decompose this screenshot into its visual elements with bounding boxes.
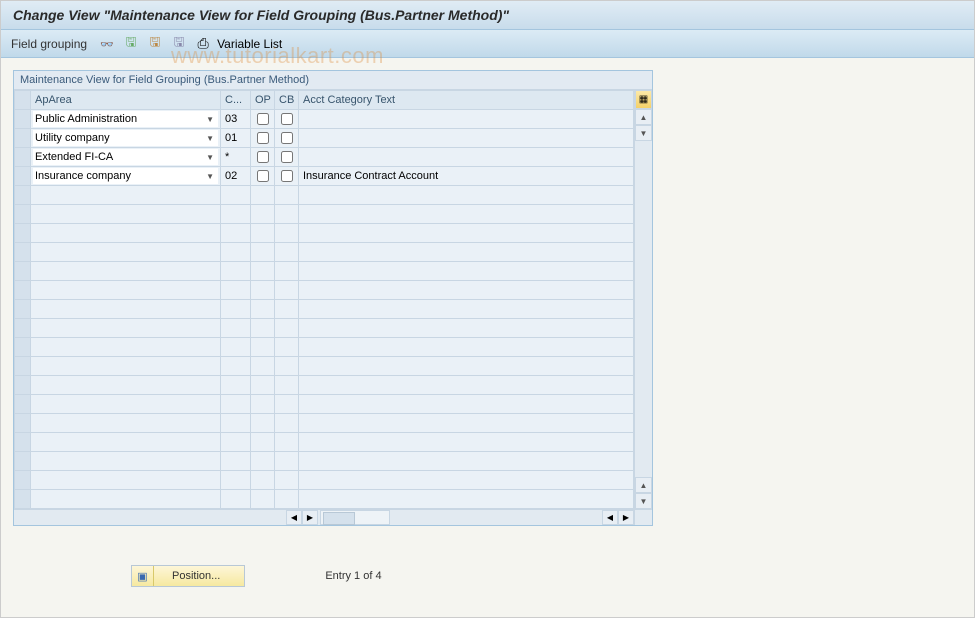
table-row-empty bbox=[15, 338, 634, 357]
table-row-empty bbox=[15, 490, 634, 509]
c-value[interactable]: 02 bbox=[221, 167, 251, 186]
chevron-down-icon[interactable]: ▼ bbox=[204, 115, 216, 124]
cb-checkbox[interactable] bbox=[281, 132, 293, 144]
table-row[interactable]: Insurance company ▼ 02 Insurance Contract A… bbox=[15, 167, 634, 186]
scroll-down-icon[interactable]: ▼ bbox=[635, 125, 652, 141]
save-variant-icon[interactable] bbox=[145, 34, 165, 54]
aparea-dropdown[interactable]: Insurance company ▼ bbox=[33, 168, 218, 184]
print-icon[interactable] bbox=[193, 34, 213, 54]
cb-checkbox[interactable] bbox=[281, 113, 293, 125]
table-row-empty bbox=[15, 319, 634, 338]
table-row-empty bbox=[15, 357, 634, 376]
table-row-empty bbox=[15, 243, 634, 262]
c-value[interactable]: 03 bbox=[221, 110, 251, 129]
display-toggle-icon[interactable] bbox=[97, 34, 117, 54]
table-row[interactable]: Utility company ▼ 01 bbox=[15, 129, 634, 148]
table-row-empty bbox=[15, 376, 634, 395]
op-checkbox[interactable] bbox=[257, 132, 269, 144]
panel-title: Maintenance View for Field Grouping (Bus… bbox=[14, 71, 652, 90]
acct-text[interactable] bbox=[299, 148, 634, 167]
row-selector[interactable] bbox=[15, 129, 31, 148]
table-row[interactable]: Extended FI-CA ▼ * bbox=[15, 148, 634, 167]
col-cb[interactable]: CB bbox=[275, 91, 299, 110]
table-row-empty bbox=[15, 433, 634, 452]
data-grid: ApArea C... OP CB Acct Category Text Pub… bbox=[14, 90, 634, 509]
c-value[interactable]: 01 bbox=[221, 129, 251, 148]
maintenance-panel: Maintenance View for Field Grouping (Bus… bbox=[13, 70, 653, 526]
hscroll-left2-icon[interactable]: ◀ bbox=[602, 510, 618, 525]
col-select bbox=[15, 91, 31, 110]
table-row-empty bbox=[15, 186, 634, 205]
c-value[interactable]: * bbox=[221, 148, 251, 167]
hscroll-track[interactable] bbox=[320, 510, 390, 525]
toolbar: Field grouping Variable List bbox=[1, 30, 974, 58]
aparea-value: Insurance company bbox=[35, 170, 131, 182]
chevron-down-icon[interactable]: ▼ bbox=[204, 134, 216, 143]
hscroll-right-icon[interactable]: ▶ bbox=[302, 510, 318, 525]
cb-checkbox[interactable] bbox=[281, 170, 293, 182]
op-checkbox[interactable] bbox=[257, 151, 269, 163]
hscroll-right2-icon[interactable]: ▶ bbox=[618, 510, 634, 525]
vertical-scrollbar[interactable]: ▦ ▲ ▼ ▲ ▼ bbox=[634, 90, 652, 509]
scroll-up2-icon[interactable]: ▲ bbox=[635, 477, 652, 493]
col-acct[interactable]: Acct Category Text bbox=[299, 91, 634, 110]
table-row-empty bbox=[15, 300, 634, 319]
row-selector[interactable] bbox=[15, 148, 31, 167]
horizontal-scrollbar[interactable]: ◀ ▶ ◀ ▶ bbox=[14, 509, 652, 525]
position-button[interactable]: ▣ Position... bbox=[131, 565, 245, 587]
col-c[interactable]: C... bbox=[221, 91, 251, 110]
page-title: Change View "Maintenance View for Field … bbox=[1, 1, 974, 30]
acct-text[interactable]: Insurance Contract Account bbox=[299, 167, 634, 186]
aparea-value: Extended FI-CA bbox=[35, 151, 113, 163]
entry-count: Entry 1 of 4 bbox=[325, 570, 381, 582]
aparea-dropdown[interactable]: Extended FI-CA ▼ bbox=[33, 149, 218, 165]
op-checkbox[interactable] bbox=[257, 113, 269, 125]
table-settings-icon[interactable]: ▦ bbox=[635, 90, 652, 109]
position-icon: ▣ bbox=[132, 566, 154, 586]
acct-text[interactable] bbox=[299, 129, 634, 148]
aparea-dropdown[interactable]: Utility company ▼ bbox=[33, 130, 218, 146]
op-checkbox[interactable] bbox=[257, 170, 269, 182]
vscroll-track[interactable] bbox=[635, 141, 652, 477]
table-row-empty bbox=[15, 452, 634, 471]
variable-list-link[interactable]: Variable List bbox=[217, 37, 282, 51]
table-row-empty bbox=[15, 224, 634, 243]
save-icon[interactable] bbox=[121, 34, 141, 54]
chevron-down-icon[interactable]: ▼ bbox=[204, 153, 216, 162]
col-op[interactable]: OP bbox=[251, 91, 275, 110]
cb-checkbox[interactable] bbox=[281, 151, 293, 163]
toolbar-label: Field grouping bbox=[11, 37, 87, 51]
aparea-value: Public Administration bbox=[35, 113, 137, 125]
table-row-empty bbox=[15, 414, 634, 433]
table-row-empty bbox=[15, 281, 634, 300]
save-all-icon[interactable] bbox=[169, 34, 189, 54]
row-selector[interactable] bbox=[15, 167, 31, 186]
aparea-value: Utility company bbox=[35, 132, 110, 144]
table-row-empty bbox=[15, 262, 634, 281]
acct-text[interactable] bbox=[299, 110, 634, 129]
table-row[interactable]: Public Administration ▼ 03 bbox=[15, 110, 634, 129]
chevron-down-icon[interactable]: ▼ bbox=[204, 172, 216, 181]
aparea-dropdown[interactable]: Public Administration ▼ bbox=[33, 111, 218, 127]
table-row-empty bbox=[15, 471, 634, 490]
row-selector[interactable] bbox=[15, 110, 31, 129]
scroll-up-icon[interactable]: ▲ bbox=[635, 109, 652, 125]
table-row-empty bbox=[15, 205, 634, 224]
scroll-down2-icon[interactable]: ▼ bbox=[635, 493, 652, 509]
col-aparea[interactable]: ApArea bbox=[31, 91, 221, 110]
table-row-empty bbox=[15, 395, 634, 414]
hscroll-left-icon[interactable]: ◀ bbox=[286, 510, 302, 525]
position-label: Position... bbox=[154, 570, 244, 582]
